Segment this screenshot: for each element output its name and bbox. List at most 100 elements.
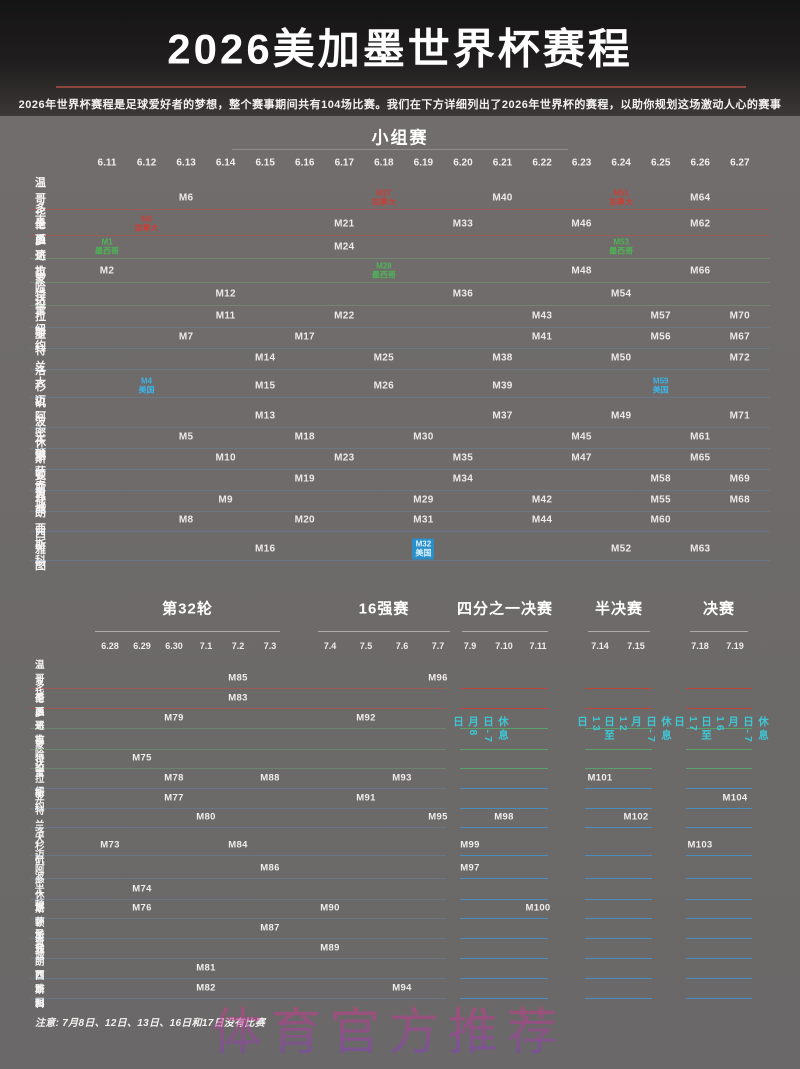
match-cell: M44 — [531, 514, 553, 526]
match-cell: M40 — [492, 192, 513, 204]
match-cell: M100 — [525, 902, 551, 914]
match-cell: M79 — [164, 712, 184, 724]
match-cell: M103 — [687, 839, 713, 851]
date-label: 6.12 — [136, 157, 157, 169]
row-line-segment — [585, 788, 652, 789]
match-cell: M58 — [650, 473, 671, 485]
date-label: 6.27 — [730, 157, 750, 169]
match-cell: M25 — [373, 352, 395, 364]
match-cell: M9 — [218, 494, 233, 506]
match-cell: M89 — [320, 942, 340, 954]
match-cell: M49 — [610, 410, 632, 422]
match-cell: M52 — [610, 543, 632, 555]
row-line — [30, 511, 770, 512]
date-label: 6.24 — [611, 157, 631, 169]
date-label: 6.11 — [97, 157, 117, 169]
stage-underline — [588, 631, 650, 632]
match-cell: M97 — [460, 862, 480, 874]
match-cell: M22 — [334, 310, 355, 322]
match-cell-host: M28 墨西哥 — [371, 261, 396, 279]
city-label: 瓜达拉哈拉 — [35, 707, 45, 774]
row-line — [30, 235, 770, 236]
row-line-segment — [585, 728, 652, 729]
match-cell: M12 — [215, 288, 236, 300]
city-label: 休斯顿 — [35, 890, 45, 929]
page-subtitle: 2026年世界杯赛程是足球爱好者的梦想，整个赛事期间共有104场比赛。我们在下方… — [18, 99, 782, 111]
match-cell: M87 — [260, 922, 280, 934]
city-label: 达拉斯 — [35, 760, 45, 799]
match-cell: M47 — [571, 452, 592, 464]
row-line — [30, 918, 446, 919]
match-cell: M75 — [132, 752, 152, 764]
match-cell: M82 — [196, 982, 216, 994]
date-label: 6.18 — [374, 157, 394, 169]
match-cell: M85 — [228, 672, 248, 684]
row-line-segment — [585, 958, 652, 959]
match-cell: M86 — [260, 862, 280, 874]
city-label: 西雅图 — [35, 970, 45, 1009]
row-line-segment — [686, 788, 752, 789]
match-cell: M34 — [452, 473, 474, 485]
row-line — [30, 827, 446, 828]
row-line — [30, 708, 446, 709]
city-label: 亚特兰大 — [35, 329, 46, 389]
match-cell: M2 — [99, 265, 115, 277]
match-cell: M37 — [492, 410, 513, 422]
rest-day-note: 休息日-7月8日 — [452, 716, 509, 745]
row-line-segment — [686, 899, 752, 900]
city-label: 休斯顿 — [35, 437, 46, 481]
match-cell: M76 — [132, 902, 152, 914]
match-cell: M61 — [690, 431, 711, 443]
row-line — [30, 899, 446, 900]
match-cell: M64 — [690, 192, 711, 204]
row-line-segment — [460, 808, 548, 809]
row-line-segment — [460, 978, 548, 979]
row-line-segment — [686, 708, 752, 709]
match-cell: M74 — [132, 883, 152, 895]
row-line-segment — [585, 749, 652, 750]
match-cell: M15 — [255, 380, 276, 392]
date-label: 6.26 — [690, 157, 710, 169]
date-label: 6.25 — [650, 157, 671, 169]
match-cell: M11 — [215, 310, 236, 322]
match-cell: M88 — [260, 772, 280, 784]
stage-header: 决赛 — [702, 600, 736, 618]
match-cell-host-badge: M32 美国 — [412, 538, 435, 560]
city-label: 洛杉矶 — [35, 827, 45, 866]
row-line-segment — [460, 749, 548, 750]
match-cell: M13 — [255, 410, 276, 422]
row-line-segment — [585, 998, 652, 999]
match-cell: M104 — [722, 792, 748, 804]
city-label: 多伦多 — [35, 680, 45, 719]
match-cell: M16 — [255, 543, 276, 555]
city-label: 纽约 — [35, 324, 46, 352]
match-cell: M30 — [413, 431, 434, 443]
match-cell: M102 — [623, 811, 649, 823]
date-label: 7.3 — [263, 641, 277, 651]
header-band — [0, 0, 800, 116]
match-cell: M54 — [610, 288, 632, 300]
city-label: 洛杉矶 — [35, 365, 46, 409]
city-label: 迈阿密 — [35, 850, 45, 889]
match-cell: M41 — [531, 331, 553, 343]
row-line — [30, 531, 770, 532]
match-cell-host: M27 加拿大 — [371, 188, 396, 206]
match-cell: M101 — [587, 772, 613, 784]
row-line-segment — [585, 808, 652, 809]
row-line-segment — [585, 855, 652, 856]
row-line-segment — [460, 708, 548, 709]
row-line-segment — [686, 998, 752, 999]
match-cell: M5 — [178, 431, 194, 443]
row-line-segment — [585, 878, 652, 879]
row-line-segment — [460, 918, 548, 919]
stage-header: 四分之一决赛 — [456, 600, 554, 618]
city-label: 迈阿密 — [35, 395, 46, 439]
row-line-segment — [686, 918, 752, 919]
row-line — [30, 855, 446, 856]
stage-underline — [318, 631, 450, 632]
match-cell: M72 — [729, 352, 750, 364]
city-label: 多伦多 — [35, 203, 46, 247]
row-line-segment — [460, 855, 548, 856]
match-cell: M35 — [452, 452, 474, 464]
match-cell: M42 — [531, 494, 553, 506]
